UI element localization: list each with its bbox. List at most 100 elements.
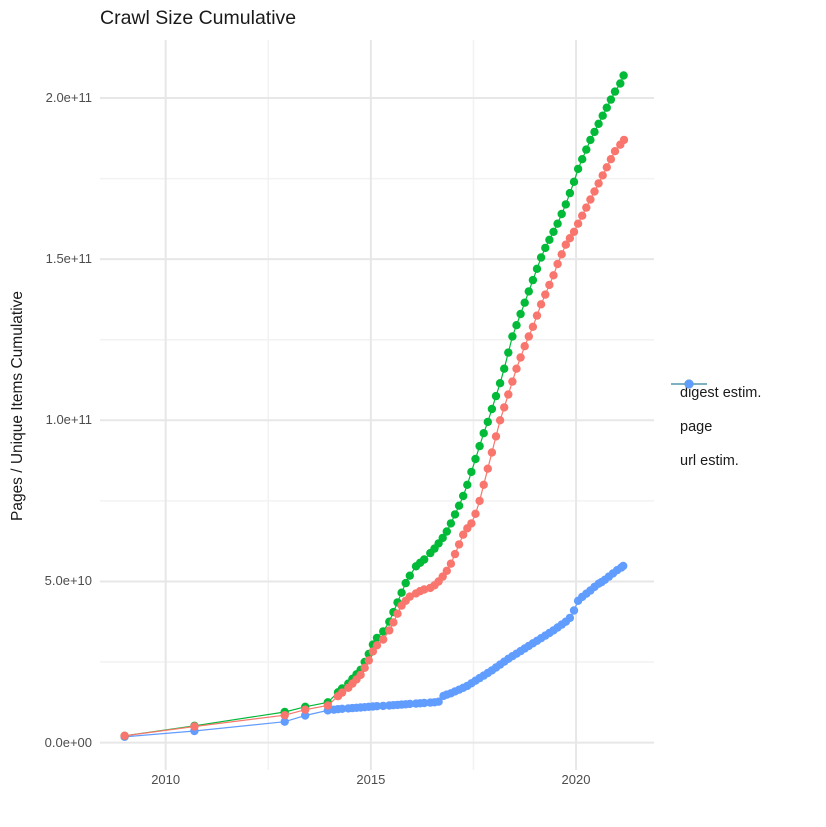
data-point: [442, 566, 451, 575]
data-point: [405, 699, 414, 709]
data-point: [545, 280, 554, 290]
data-point: [372, 641, 382, 650]
data-point: [561, 240, 570, 249]
legend-key-icon: [671, 379, 707, 389]
data-point: [438, 533, 447, 543]
data-point: [598, 171, 607, 180]
data-point: [491, 391, 501, 401]
data-point: [479, 429, 488, 438]
data-point: [483, 417, 492, 427]
data-point: [495, 416, 505, 425]
data-point: [508, 332, 517, 341]
data-point: [536, 253, 546, 262]
data-point: [385, 626, 394, 635]
data-point: [397, 588, 406, 597]
data-point: [467, 467, 476, 477]
data-point: [190, 722, 199, 731]
y-tick-label: 5.0e+10: [44, 573, 92, 589]
data-point: [323, 701, 332, 710]
data-point: [594, 119, 603, 128]
data-point: [495, 379, 505, 388]
data-point: [536, 300, 546, 309]
data-point: [471, 509, 480, 518]
data-point: [569, 606, 579, 615]
data-point: [504, 348, 513, 357]
data-point: [619, 561, 628, 571]
x-tick-label: 2015: [356, 772, 386, 787]
data-point: [356, 670, 365, 680]
data-point: [364, 656, 373, 665]
data-point: [459, 530, 468, 539]
data-point: [573, 219, 583, 228]
data-point: [450, 510, 460, 519]
data-point: [379, 635, 388, 644]
data-point: [491, 432, 501, 441]
y-tick-label: 1.0e+11: [45, 412, 92, 428]
data-point: [524, 332, 533, 341]
y-tick-label: 0.0e+00: [44, 734, 92, 750]
data-point: [582, 145, 591, 154]
data-point: [475, 441, 484, 451]
legend: digest estim. page url estim.: [670, 376, 761, 478]
data-point: [606, 95, 616, 104]
data-point: [532, 311, 542, 320]
data-point: [586, 195, 595, 204]
data-point: [573, 164, 583, 174]
data-point: [483, 464, 492, 473]
data-point: [606, 155, 616, 164]
data-point: [569, 177, 579, 186]
data-point: [553, 259, 562, 269]
data-point: [446, 559, 456, 568]
data-point: [549, 271, 558, 280]
data-point: [512, 321, 521, 330]
legend-item-page: page: [670, 379, 761, 444]
data-point: [337, 688, 347, 697]
data-point: [438, 572, 447, 581]
data-point: [301, 705, 310, 714]
data-point: [512, 364, 521, 373]
data-point: [389, 618, 398, 627]
data-point: [561, 200, 570, 209]
data-point: [504, 390, 513, 399]
data-point: [532, 264, 542, 273]
data-point: [372, 702, 382, 711]
legend-label: url estim.: [680, 453, 739, 469]
data-point: [524, 287, 533, 296]
legend-point: [684, 379, 694, 389]
data-point: [500, 403, 509, 412]
data-point: [541, 243, 550, 253]
legend-label: digest estim.: [680, 385, 762, 401]
data-point: [549, 227, 558, 236]
data-point: [602, 163, 611, 172]
data-point: [528, 275, 538, 285]
data-point: [420, 555, 429, 564]
x-tick-label: 2020: [561, 772, 591, 787]
data-point: [120, 731, 129, 740]
data-point: [578, 155, 587, 164]
legend-item-url-estim-: url estim.: [670, 379, 761, 478]
data-point: [598, 111, 607, 120]
data-point: [463, 480, 472, 489]
data-point: [590, 127, 599, 137]
data-point: [520, 342, 529, 351]
data-point: [528, 322, 538, 331]
data-point: [500, 364, 509, 373]
data-point: [590, 187, 599, 196]
x-tick-label: 2010: [151, 772, 181, 787]
data-point: [479, 480, 488, 489]
chart-title: Crawl Size Cumulative: [100, 7, 297, 29]
data-point: [602, 103, 611, 112]
data-point: [508, 377, 517, 386]
data-point: [459, 491, 468, 501]
data-point: [516, 309, 525, 319]
data-point: [557, 250, 566, 259]
data-point: [405, 571, 414, 580]
data-point: [610, 147, 620, 156]
data-point: [487, 448, 497, 457]
data-point: [619, 71, 628, 80]
data-point: [442, 527, 451, 536]
data-point: [582, 203, 591, 212]
data-point: [471, 454, 480, 464]
